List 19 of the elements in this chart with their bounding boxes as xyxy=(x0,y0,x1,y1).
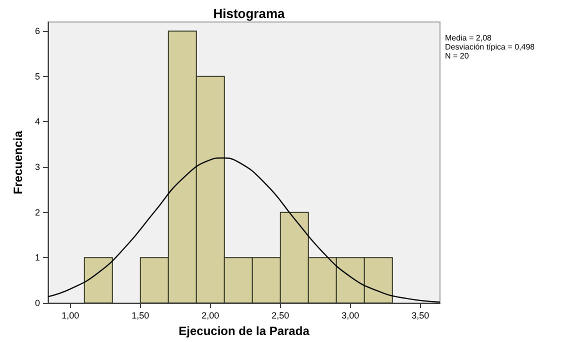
y-tick-label: 5 xyxy=(34,71,40,82)
x-tick-label: 3,00 xyxy=(342,310,360,320)
y-tick-label: 3 xyxy=(34,162,40,172)
y-tick-label: 6 xyxy=(34,26,40,36)
text: N = 20 xyxy=(445,52,470,60)
x-tick-label: 1,50 xyxy=(132,310,150,320)
x-tick-label: 1,00 xyxy=(62,310,80,320)
x-tick-label: 2,50 xyxy=(272,310,290,320)
y-tick-label: 1 xyxy=(34,252,40,263)
text: Media = 2,08 xyxy=(445,34,492,42)
y-axis-title: Frecuencia xyxy=(11,130,26,194)
y-tick-label: 0 xyxy=(34,298,40,308)
chart-title: Histograma xyxy=(213,6,286,21)
x-axis-title: Ejecucion de la Parada xyxy=(178,324,310,338)
x-tick-label: 2,00 xyxy=(202,310,220,320)
y-tick-label: 2 xyxy=(34,207,40,218)
text: Desviación típica = 0,498 xyxy=(445,42,536,52)
y-tick-label: 4 xyxy=(34,116,40,127)
x-tick-label: 3,50 xyxy=(412,310,430,320)
